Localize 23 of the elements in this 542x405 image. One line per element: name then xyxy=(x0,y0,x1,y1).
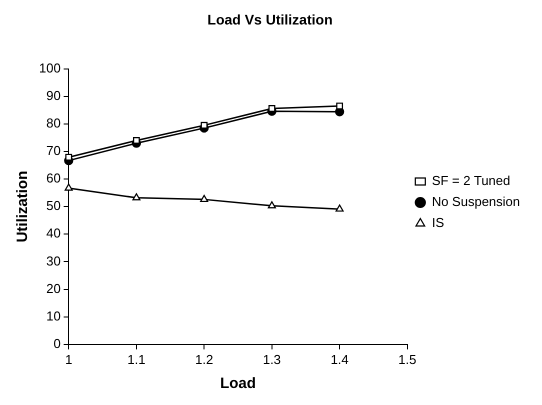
y-tick-label: 10 xyxy=(46,308,61,324)
legend-label: No Suspension xyxy=(432,194,520,210)
y-tick-label: 90 xyxy=(46,88,61,103)
y-tick-label: 20 xyxy=(46,280,61,296)
legend-label: IS xyxy=(432,215,444,230)
x-tick-label: 1.2 xyxy=(195,352,214,367)
y-tick-label: 0 xyxy=(53,336,61,351)
y-tick-label: 60 xyxy=(46,170,61,186)
y-tick-label: 30 xyxy=(46,253,61,268)
y-tick-label: 80 xyxy=(46,116,61,130)
y-tick-label: 40 xyxy=(46,226,61,241)
chart-title: Load Vs Utilization xyxy=(207,11,333,28)
x-tick-label: 1 xyxy=(65,352,72,367)
y-axis-title: Utilization xyxy=(14,170,32,242)
y-tick-label: 70 xyxy=(46,143,61,158)
legend-label: SF = 2 Tuned xyxy=(432,173,510,188)
x-tick-label: 1.1 xyxy=(127,352,146,367)
x-tick-label: 1.4 xyxy=(330,352,349,367)
x-axis-title: Load xyxy=(220,375,256,392)
x-tick-label: 1.3 xyxy=(262,352,281,367)
x-tick-label: 1.5 xyxy=(398,352,416,367)
y-tick-label: 100 xyxy=(38,60,61,76)
y-tick-label: 50 xyxy=(46,198,61,214)
